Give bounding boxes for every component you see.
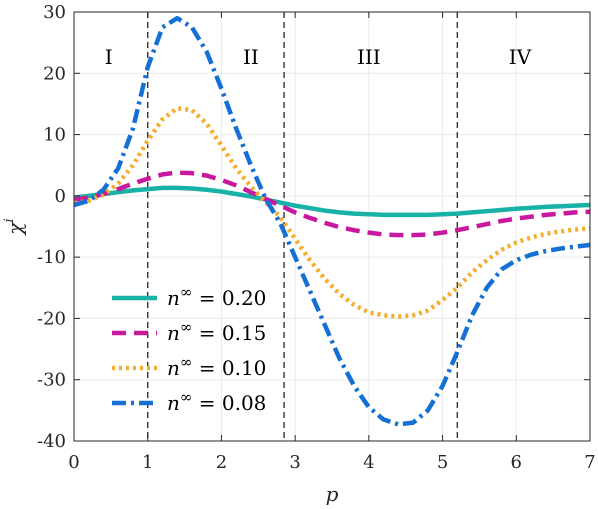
legend-label-2: n∞ = 0.10 [167, 353, 266, 380]
legend-label-value: = 0.08 [192, 391, 266, 415]
y-tick-label: 20 [43, 63, 66, 84]
series-line-3 [73, 15, 591, 427]
axis-labels: p χi [2, 218, 339, 506]
y-tick-label: -40 [37, 431, 66, 452]
legend-label-value: = 0.10 [192, 356, 266, 380]
series-line-2 [73, 105, 591, 319]
legend-label-superscript: ∞ [180, 353, 193, 371]
x-tick-label: 2 [216, 452, 227, 473]
y-tick-label: 0 [55, 186, 66, 207]
legend-label-value: = 0.20 [192, 286, 266, 310]
region-label-3: III [357, 45, 381, 69]
x-tick-label: 0 [68, 452, 79, 473]
x-tick-label: 5 [437, 452, 448, 473]
legend-label-superscript: ∞ [180, 388, 193, 406]
x-axis-label: p [326, 482, 339, 506]
series-line-0 [73, 185, 591, 218]
x-tick-label: 7 [584, 452, 595, 473]
plot-border [73, 11, 591, 442]
y-axis-label-base: χ [3, 221, 27, 237]
series-lines [73, 15, 591, 427]
y-axis-label: χi [2, 218, 27, 236]
y-tick-label: 30 [43, 2, 66, 23]
legend-label-base: n [167, 321, 180, 345]
x-tick-label: 1 [142, 452, 153, 473]
legend-label-1: n∞ = 0.15 [167, 318, 266, 345]
legend-label-base: n [167, 391, 180, 415]
region-label-4: IV [509, 45, 532, 69]
plot-frame [73, 11, 591, 442]
legend-label-0: n∞ = 0.20 [167, 283, 266, 310]
x-tick-label: 4 [363, 452, 374, 473]
y-tick-label: -10 [37, 247, 66, 268]
axis-ticks: 0 1 2 3 4 5 6 7 -40 -30 -20 -10 0 10 20 30 [37, 2, 596, 473]
grid-lines [73, 11, 591, 442]
legend: n∞ = 0.20n∞ = 0.15n∞ = 0.10n∞ = 0.08 [112, 283, 266, 415]
region-label-1: I [105, 45, 113, 69]
x-tick-label: 3 [289, 452, 300, 473]
legend-label-base: n [167, 286, 180, 310]
x-tick-label: 6 [511, 452, 522, 473]
series-line-1 [73, 170, 591, 238]
legend-label-base: n [167, 356, 180, 380]
y-tick-label: -30 [37, 370, 66, 391]
legend-label-superscript: ∞ [180, 283, 193, 301]
y-tick-label: -20 [37, 308, 66, 329]
region-label-2: II [243, 45, 259, 69]
legend-label-superscript: ∞ [180, 318, 193, 336]
legend-label-value: = 0.15 [192, 321, 266, 345]
legend-label-3: n∞ = 0.08 [167, 388, 266, 415]
y-axis-label-superscript: i [2, 218, 17, 222]
y-tick-label: 10 [43, 125, 66, 146]
region-labels: I II III IV [105, 45, 532, 69]
